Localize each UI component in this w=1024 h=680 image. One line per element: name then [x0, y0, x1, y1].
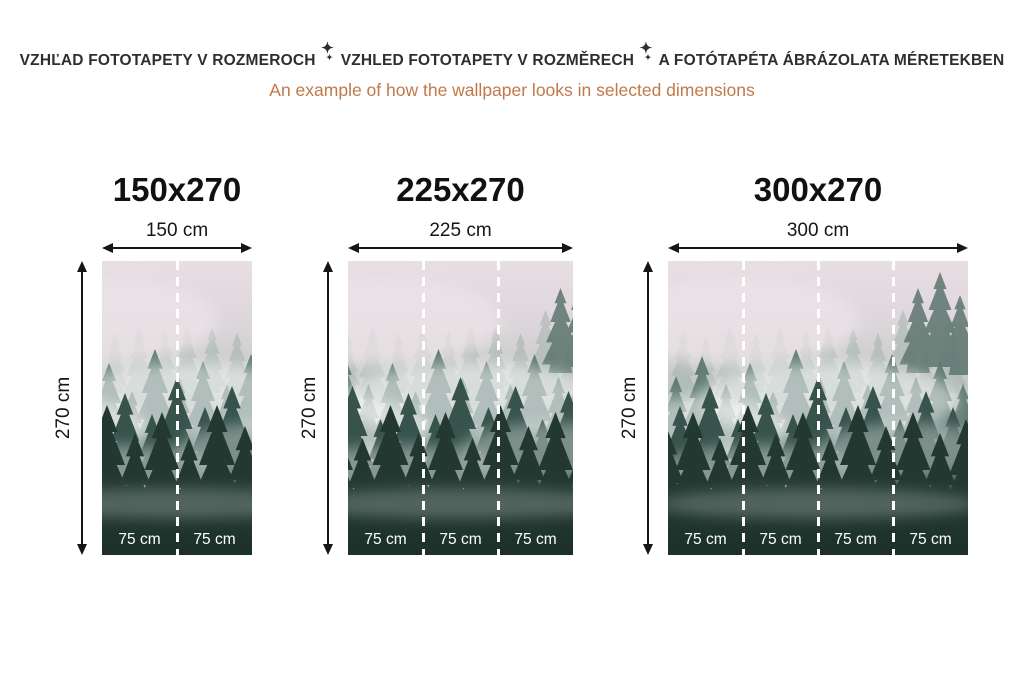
- segment-width-label: 75 cm: [364, 531, 407, 548]
- height-dimension-label: 270 cm: [53, 376, 74, 440]
- panel-title: 300x270: [753, 171, 883, 208]
- misty-forest-image: [348, 261, 573, 555]
- panel-divider-dashed-line: [891, 261, 895, 555]
- wallpaper-preview-image: 75 cm 75 cm 75 cm: [348, 261, 573, 555]
- segment-width-label: 75 cm: [514, 531, 557, 548]
- panel-divider-dashed-line: [741, 261, 745, 555]
- header-title-sk: VZHĽAD FOTOTAPETY V ROZMEROCH: [19, 52, 316, 69]
- width-dimension-label: 300 cm: [786, 220, 850, 241]
- segment-width-label: 75 cm: [909, 531, 952, 548]
- height-arrow: [643, 261, 653, 555]
- width-dimension-label: 225 cm: [429, 220, 492, 241]
- wallpaper-preview-image: 75 cm 75 cm 75 cm 75 cm: [668, 261, 968, 555]
- segment-width-label: 75 cm: [439, 531, 482, 548]
- width-arrow: [668, 243, 968, 253]
- header-subtitle: An example of how the wallpaper looks in…: [269, 80, 755, 100]
- segment-width-label: 75 cm: [684, 531, 727, 548]
- width-arrow: [348, 243, 573, 253]
- width-dimension-label: 150 cm: [145, 220, 209, 241]
- segment-width-label: 75 cm: [759, 531, 802, 548]
- sparkle-icon: ✦ ✦: [639, 40, 653, 62]
- panel-divider-dashed-line: [816, 261, 820, 555]
- segment-width-label: 75 cm: [193, 531, 236, 548]
- panel-title: 225x270: [396, 171, 525, 208]
- height-arrow: [77, 261, 87, 555]
- panel-divider-dashed-line: [421, 261, 425, 555]
- width-arrow: [102, 243, 252, 253]
- header-title-cz: VZHLED FOTOTAPETY V ROZMĚRECH: [340, 52, 635, 69]
- height-dimension-label: 270 cm: [619, 376, 640, 440]
- segment-width-label: 75 cm: [118, 531, 161, 548]
- height-dimension-label: 270 cm: [299, 376, 320, 440]
- panel-title: 150x270: [112, 171, 242, 208]
- panel-divider-dashed-line: [496, 261, 500, 555]
- wallpaper-preview-image: 75 cm 75 cm: [102, 261, 252, 555]
- segment-width-label: 75 cm: [834, 531, 877, 548]
- header-title-hu: A FOTÓTAPÉTA ÁBRÁZOLATA MÉRETEKBEN: [658, 52, 1005, 69]
- header-title: VZHĽAD FOTOTAPETY V ROZMEROCH ✦ ✦ VZHLED …: [0, 40, 1024, 70]
- sparkle-icon: ✦ ✦: [321, 40, 334, 62]
- panel-divider-dashed-line: [175, 261, 179, 555]
- height-arrow: [323, 261, 333, 555]
